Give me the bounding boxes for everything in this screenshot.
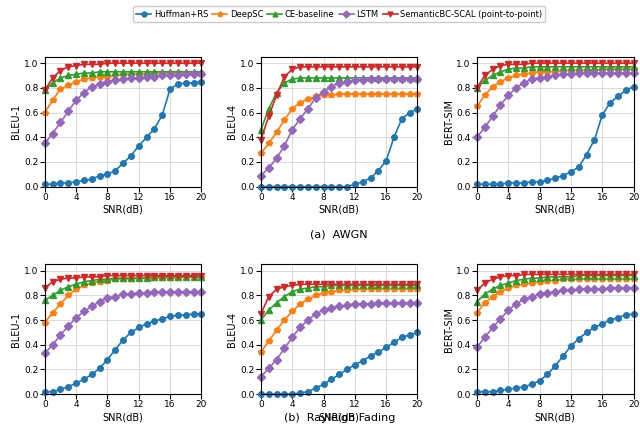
X-axis label: SNR(dB): SNR(dB) [102, 205, 143, 215]
X-axis label: SNR(dB): SNR(dB) [319, 205, 360, 215]
Legend: Huffman+RS, DeepSC, CE-baseline, LSTM, SemanticBC-SCAL (point-to-point): Huffman+RS, DeepSC, CE-baseline, LSTM, S… [133, 7, 545, 22]
X-axis label: SNR(dB): SNR(dB) [319, 412, 360, 422]
Y-axis label: BLEU-1: BLEU-1 [12, 104, 21, 139]
X-axis label: SNR(dB): SNR(dB) [102, 412, 143, 422]
Y-axis label: BLEU-4: BLEU-4 [227, 104, 237, 139]
X-axis label: SNR(dB): SNR(dB) [535, 205, 576, 215]
Text: (a)  AWGN: (a) AWGN [310, 230, 368, 240]
Text: (b)  Rayleigh Fading: (b) Rayleigh Fading [284, 413, 395, 423]
Y-axis label: BLEU-4: BLEU-4 [227, 312, 237, 347]
Y-axis label: BERT-SIM: BERT-SIM [444, 99, 454, 144]
X-axis label: SNR(dB): SNR(dB) [535, 412, 576, 422]
Y-axis label: BLEU-1: BLEU-1 [12, 312, 21, 347]
Y-axis label: BERT-SIM: BERT-SIM [444, 307, 454, 352]
